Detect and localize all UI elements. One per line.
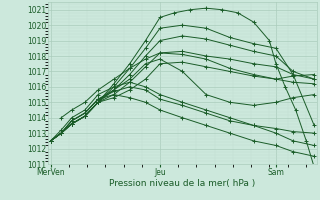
X-axis label: Pression niveau de la mer( hPa ): Pression niveau de la mer( hPa ) [109, 179, 256, 188]
